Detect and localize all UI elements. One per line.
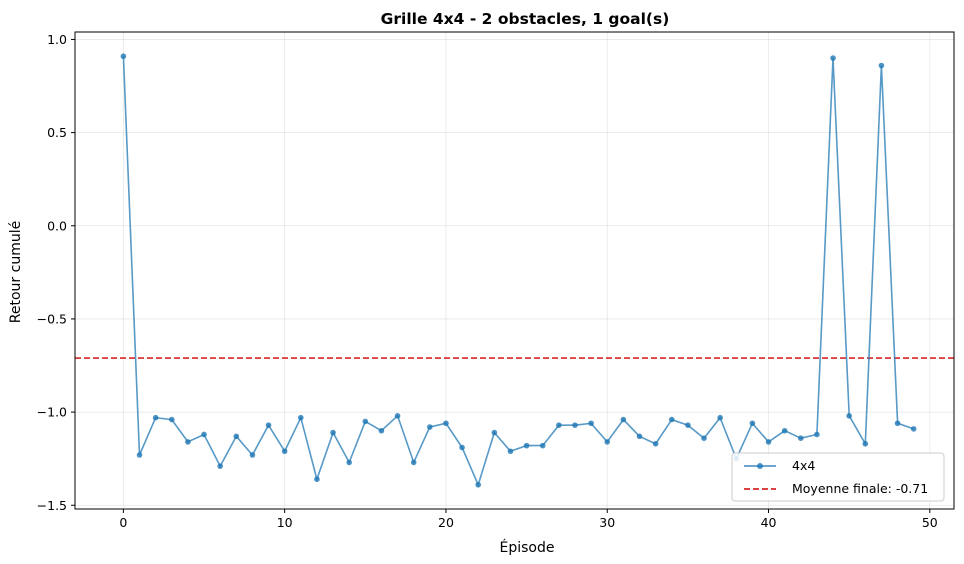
y-tick-label: 0.5 <box>47 125 67 140</box>
data-point <box>281 448 288 455</box>
data-point <box>717 414 723 421</box>
data-point <box>136 452 143 458</box>
ticks: 0 10 20 30 40 50 −1.5 −1.0 −0.5 0.0 0.5 1.0 <box>37 32 938 530</box>
data-point <box>346 459 352 466</box>
data-point <box>152 414 159 421</box>
data-point <box>539 442 546 449</box>
data-point <box>749 420 756 427</box>
y-axis-label: Retour cumulé <box>8 221 24 323</box>
data-point <box>765 439 772 445</box>
x-tick-label: 0 <box>119 515 127 530</box>
data-point <box>233 433 240 440</box>
data-point <box>507 448 514 455</box>
data-point <box>685 422 691 428</box>
x-tick-label: 20 <box>438 515 454 530</box>
data-point <box>443 420 449 427</box>
x-tick-label: 40 <box>761 515 777 530</box>
data-point <box>814 431 820 438</box>
data-point <box>588 420 594 427</box>
data-point <box>168 416 175 423</box>
data-point <box>652 440 659 447</box>
legend-hline-label: Moyenne finale: -0.71 <box>792 481 928 496</box>
data-point <box>330 429 336 436</box>
data-point <box>362 418 369 425</box>
data-point <box>878 62 885 69</box>
data-point <box>314 476 320 482</box>
x-tick-label: 30 <box>599 515 615 530</box>
data-point <box>378 427 385 434</box>
series-line <box>122 56 914 488</box>
x-axis-label: Épisode <box>500 539 555 556</box>
data-point <box>185 439 191 445</box>
chart-title: Grille 4x4 - 2 obstacles, 1 goal(s) <box>381 10 670 28</box>
data-point <box>797 435 804 441</box>
y-tick-label: −1.0 <box>37 405 67 420</box>
data-point <box>781 427 788 434</box>
data-point <box>604 439 611 445</box>
data-point <box>394 413 401 419</box>
data-point <box>523 442 530 449</box>
legend-series-label: 4x4 <box>792 458 815 473</box>
x-tick-label: 10 <box>277 515 293 530</box>
data-point <box>572 422 578 428</box>
legend: 4x4 Moyenne finale: -0.71 <box>731 452 945 502</box>
y-tick-label: 1.0 <box>47 32 67 47</box>
grid <box>75 32 954 509</box>
data-point <box>249 452 256 458</box>
data-point <box>894 420 901 427</box>
legend-series-marker <box>757 463 763 469</box>
data-point <box>475 481 482 488</box>
legend-box <box>731 452 945 502</box>
y-tick-label: 0.0 <box>47 218 67 233</box>
data-point <box>120 53 127 60</box>
series-layer <box>120 53 917 488</box>
y-tick-label: −1.5 <box>37 498 67 513</box>
data-point <box>265 422 272 428</box>
data-point <box>846 413 852 419</box>
data-point <box>410 459 417 466</box>
data-point <box>862 440 869 447</box>
x-tick-label: 50 <box>922 515 938 530</box>
data-point <box>910 426 917 432</box>
data-point <box>701 435 707 441</box>
plot-frame <box>74 31 955 510</box>
y-tick-label: −0.5 <box>37 311 67 326</box>
data-point <box>459 444 465 451</box>
data-point <box>620 416 627 423</box>
data-point <box>491 429 498 436</box>
data-point <box>636 433 643 440</box>
data-point <box>297 414 304 421</box>
data-point <box>556 422 562 428</box>
data-point <box>201 431 207 438</box>
data-point <box>830 55 836 61</box>
data-point <box>668 416 675 423</box>
data-point <box>217 463 223 469</box>
data-point <box>427 424 433 430</box>
